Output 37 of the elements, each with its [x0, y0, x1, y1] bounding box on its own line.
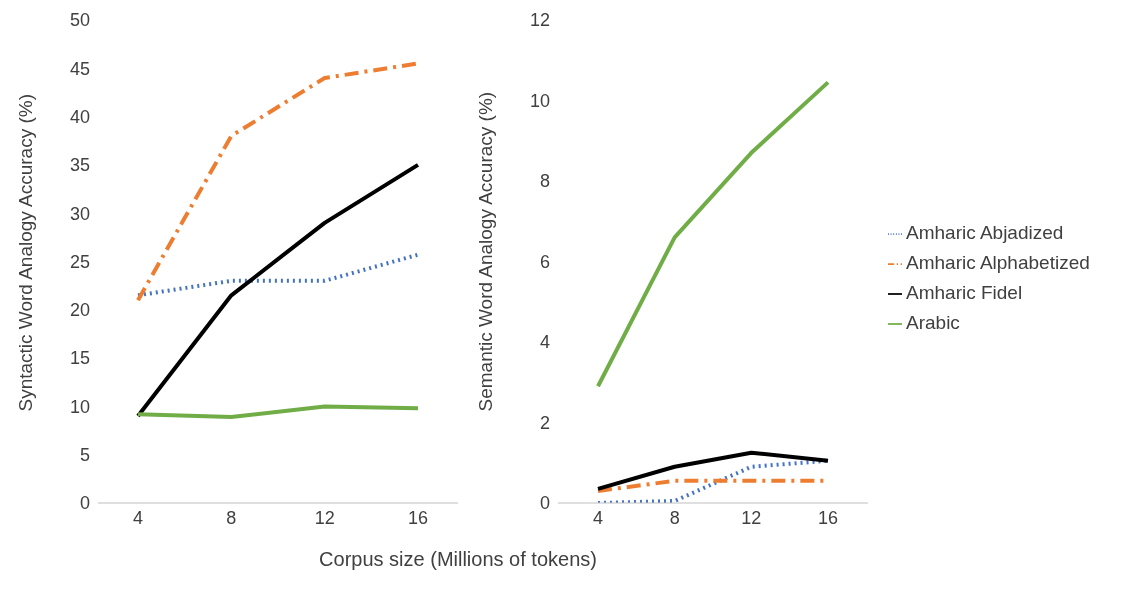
- legend-label: Amharic Fidel: [906, 282, 1023, 303]
- line-series: [136, 162, 420, 419]
- y-tick-label: 45: [69, 58, 90, 79]
- legend-label: Amharic Alphabetized: [906, 252, 1090, 273]
- y-axis-title: Semantic Word Analogy Accuracy (%): [474, 91, 496, 412]
- y-tick-label: 12: [529, 10, 550, 31]
- y-tick-label: 6: [539, 251, 550, 272]
- y-axis-title: Syntactic Word Analogy Accuracy (%): [14, 94, 36, 412]
- x-tick-label: 16: [407, 507, 429, 528]
- x-tick-label: 8: [669, 507, 680, 528]
- x-tick-label: 12: [314, 507, 335, 528]
- y-tick-label: 20: [69, 300, 90, 321]
- x-tick-label: 4: [132, 507, 144, 528]
- y-tick-label: 15: [69, 348, 90, 369]
- x-tick-label: 8: [226, 507, 237, 528]
- line-series: [596, 450, 830, 491]
- x-axis-title: Corpus size (Millions of tokens): [318, 548, 598, 571]
- y-tick-label: 0: [79, 493, 90, 514]
- y-tick-label: 50: [69, 10, 90, 31]
- y-tick-label: 35: [69, 155, 90, 176]
- y-tick-label: 0: [539, 493, 550, 514]
- x-tick-label: 12: [741, 507, 762, 528]
- line-series: [596, 80, 830, 389]
- y-tick-label: 10: [529, 90, 550, 111]
- line-series: [136, 404, 420, 420]
- y-tick-label: 4: [539, 332, 550, 353]
- x-tick-label: 16: [817, 507, 839, 528]
- y-tick-label: 5: [79, 445, 90, 466]
- x-tick-label: 4: [592, 507, 604, 528]
- y-tick-label: 2: [539, 412, 550, 433]
- y-tick-label: 30: [69, 203, 90, 224]
- y-tick-label: 25: [69, 251, 90, 272]
- y-tick-label: 8: [539, 171, 550, 192]
- y-tick-label: 10: [69, 396, 90, 417]
- legend-label: Arabic: [906, 312, 960, 333]
- legend-label: Amharic Abjadized: [906, 222, 1064, 243]
- y-tick-label: 40: [69, 106, 90, 127]
